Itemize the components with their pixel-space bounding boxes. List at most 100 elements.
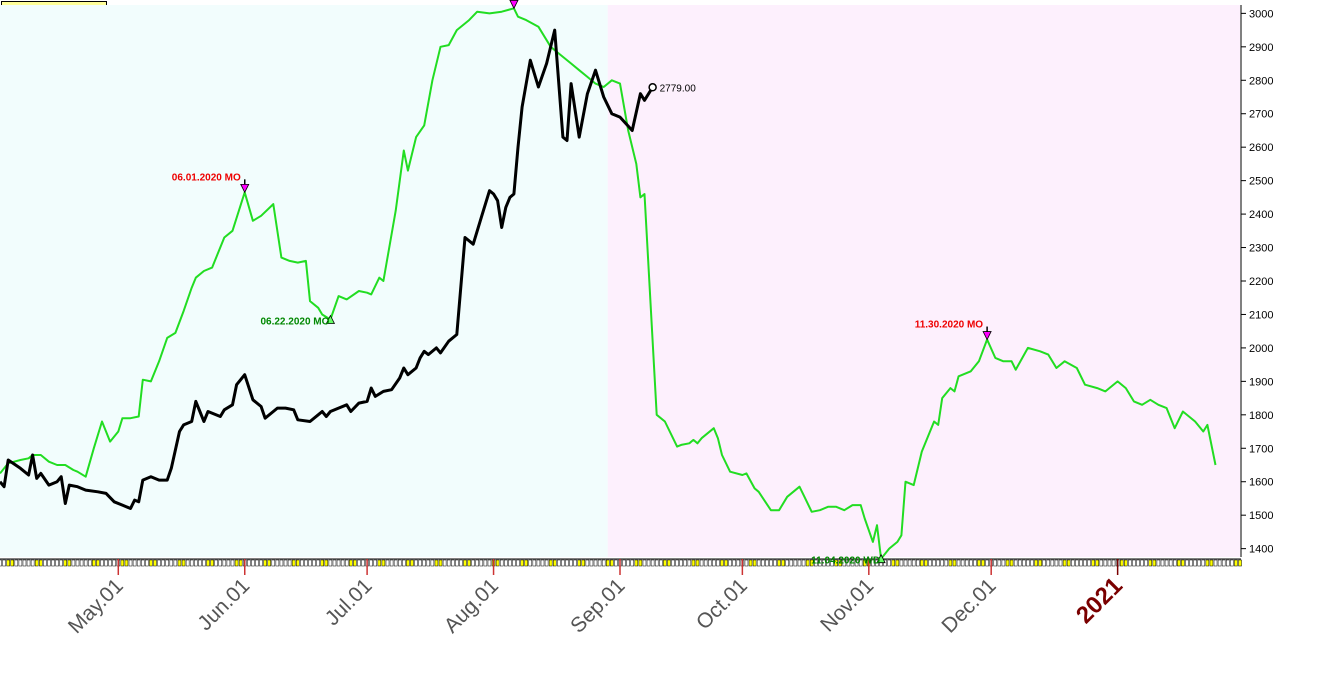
x-day-tick [1058,559,1063,567]
x-day-tick [667,559,671,567]
x-day-tick [716,559,720,567]
x-day-tick [263,559,267,567]
x-day-tick [43,559,47,567]
series-line-1 [0,28,654,510]
x-day-tick [695,559,700,567]
x-day-tick [161,559,165,567]
background-region-1 [607,5,1240,557]
x-day-tick [777,559,781,567]
x-day-tick [524,559,528,567]
x-day-tick [630,559,634,567]
x-day-tick [14,559,19,567]
x-day-tick [132,559,137,567]
x-day-tick [724,559,728,567]
x-day-tick [891,559,896,567]
x-day-tick [895,559,900,567]
x-day-tick [634,559,639,567]
x-day-tick [124,559,129,567]
y-tick-label-2100: 2100 [1249,309,1273,321]
x-day-tick [854,559,859,567]
x-day-tick [177,559,182,567]
x-day-tick [907,559,912,567]
x-day-tick [422,559,426,567]
x-day-tick [198,559,202,567]
x-day-tick [622,559,626,567]
x-day-tick [973,559,977,567]
x-day-tick [181,559,186,567]
x-day-tick [1107,559,1112,567]
x-day-tick [1026,559,1030,567]
x-day-tick [406,559,410,567]
x-day-tick [55,559,59,567]
x-day-tick [414,559,418,567]
x-tick-label-7: Dec.01 [937,574,1000,637]
x-day-tick [1148,559,1153,567]
x-day-tick [557,559,561,567]
x-day-tick [1042,559,1046,567]
x-day-tick [544,559,549,567]
x-day-tick [34,559,39,567]
x-day-tick [157,559,161,567]
x-day-tick [463,559,467,567]
x-day-tick [320,559,324,567]
x-day-tick [1172,559,1177,567]
x-day-tick [1103,559,1108,567]
x-day-tick [1205,559,1210,567]
x-day-tick [993,559,998,567]
x-day-tick [430,559,435,567]
x-day-tick [1083,559,1087,567]
x-day-tick [1095,559,1099,567]
x-day-tick [344,559,349,567]
x-day-tick [1185,559,1189,567]
x-day-tick [1119,559,1124,567]
y-tick-label-2000: 2000 [1249,343,1273,355]
x-day-tick [830,559,834,567]
x-day-tick [785,559,789,567]
x-day-tick [540,559,545,567]
x-day-tick [283,559,288,567]
x-day-tick [850,559,855,567]
x-day-tick [79,559,84,567]
x-day-tick [703,559,708,567]
x-day-tick [626,559,630,567]
x-day-tick [1152,559,1157,567]
background-region-0 [0,5,608,557]
x-day-tick [300,559,304,567]
x-day-tick [597,559,602,567]
x-day-tick [581,559,586,567]
x-day-tick [1193,559,1197,567]
x-day-tick [141,559,145,567]
x-day-tick [389,559,394,567]
x-day-tick [940,559,944,567]
x-day-tick [194,559,198,567]
x-day-tick [18,559,23,567]
x-day-tick [340,559,345,567]
x-day-tick [230,559,235,567]
y-tick-label-2700: 2700 [1249,109,1273,121]
y-tick-label-2300: 2300 [1249,243,1273,255]
x-day-tick [654,559,659,567]
x-day-tick [6,559,10,567]
x-day-tick [75,559,80,567]
x-day-tick [1226,559,1230,567]
x-day-tick [169,559,174,567]
x-day-tick [1164,559,1169,567]
x-day-tick [589,559,594,567]
x-day-tick [1099,559,1104,567]
x-day-tick [128,559,133,567]
x-day-tick [234,559,239,567]
x-day-tick [218,559,223,567]
x-day-tick [1181,559,1185,567]
x-day-tick [10,559,14,567]
x-day-tick [801,559,806,567]
x-day-tick [475,559,479,567]
x-day-tick [471,559,475,567]
x-day-tick [1124,559,1128,567]
x-day-tick [499,559,504,567]
x-day-tick [214,559,218,567]
x-day-tick [887,559,891,567]
y-tick-label-2400: 2400 [1249,209,1273,221]
x-day-tick [765,559,769,567]
x-day-tick [324,559,329,567]
x-day-tick [1005,559,1010,567]
